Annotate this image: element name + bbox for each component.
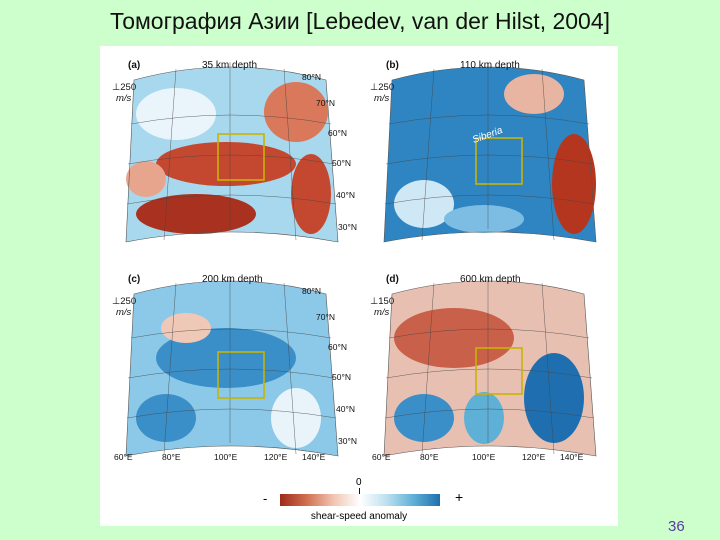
lat-label: 70°N	[316, 312, 335, 322]
lat-label: 30°N	[338, 436, 357, 446]
panel-a-scale-value: ⊥250	[112, 82, 137, 93]
panel-a-letter: (a)	[128, 60, 141, 71]
colorbar-caption: shear-speed anomaly	[310, 511, 408, 522]
panel-b-scale-value: ⊥250	[370, 82, 395, 93]
panel-c-depth: 200 km depth	[202, 274, 263, 285]
lon-label: 100°E	[472, 452, 496, 462]
panel-d-letter: (d)	[386, 274, 399, 285]
tomography-map-a	[106, 54, 354, 250]
colorbar-zero-tick	[359, 488, 360, 494]
lat-label: 30°N	[338, 222, 357, 232]
lon-label: 60°E	[372, 452, 391, 462]
panel-a-scale-unit: m/s	[116, 93, 132, 104]
panel-a: (a) 35 km depth ⊥250 m/s 80°N 70°N 60°N …	[106, 54, 357, 250]
tomography-map-b	[364, 54, 612, 250]
lon-label: 140°E	[560, 452, 584, 462]
panel-d-scale: ⊥150 m/s	[370, 296, 394, 318]
page-number: 36	[668, 518, 685, 535]
lon-label: 100°E	[214, 452, 238, 462]
lat-label: 50°N	[332, 158, 351, 168]
lon-label: 80°E	[420, 452, 439, 462]
lat-label: 60°N	[328, 128, 347, 138]
panel-b-depth: 110 km depth	[460, 60, 520, 71]
tomography-map-c	[106, 268, 354, 464]
panel-d-scale-unit: m/s	[374, 307, 390, 318]
lat-label: 80°N	[302, 286, 321, 296]
lat-label: 40°N	[336, 190, 355, 200]
panel-c-scale-value: ⊥250	[112, 296, 137, 307]
lat-label: 70°N	[316, 98, 335, 108]
lon-label: 120°E	[264, 452, 288, 462]
panel-b-letter: (b)	[386, 60, 399, 71]
panel-b-scale: ⊥250 m/s	[370, 82, 394, 104]
panel-c-letter: (c)	[128, 274, 141, 285]
colorbar-minus-label: -	[263, 491, 268, 506]
lat-label: 60°N	[328, 342, 347, 352]
panel-c-scale: ⊥250 m/s	[112, 296, 136, 318]
panel-d-depth: 600 km depth	[460, 274, 521, 285]
lon-label: 120°E	[522, 452, 546, 462]
panel-c: (c) 200 km depth ⊥250 m/s 80°N 70°N 60°N…	[106, 268, 357, 464]
lat-label: 50°N	[332, 372, 351, 382]
lon-label: 80°E	[162, 452, 181, 462]
tomography-figure: (a) 35 km depth ⊥250 m/s 80°N 70°N 60°N …	[100, 46, 618, 526]
colorbar-plus-label: +	[455, 489, 464, 505]
panel-d: (d) 600 km depth ⊥150 m/s 60°E 80°E 100°…	[364, 268, 612, 464]
panel-a-scale: ⊥250 m/s	[112, 82, 136, 104]
panel-d-scale-value: ⊥150	[370, 296, 395, 307]
slide-title: Томография Азии [Lebedev, van der Hilst,…	[109, 8, 611, 34]
lat-label: 80°N	[302, 72, 321, 82]
tomography-map-d	[364, 268, 612, 464]
panel-a-depth: 35 km depth	[202, 60, 258, 71]
panel-b: (b) 110 km depth ⊥250 m/s Siberia	[364, 54, 612, 250]
lat-label: 40°N	[336, 404, 355, 414]
colorbar-zero-label: 0	[356, 477, 362, 488]
shear-speed-colorbar	[280, 494, 440, 506]
lon-label: 60°E	[114, 452, 133, 462]
panel-c-scale-unit: m/s	[116, 307, 132, 318]
lon-label: 140°E	[302, 452, 326, 462]
panel-b-scale-unit: m/s	[374, 93, 390, 104]
